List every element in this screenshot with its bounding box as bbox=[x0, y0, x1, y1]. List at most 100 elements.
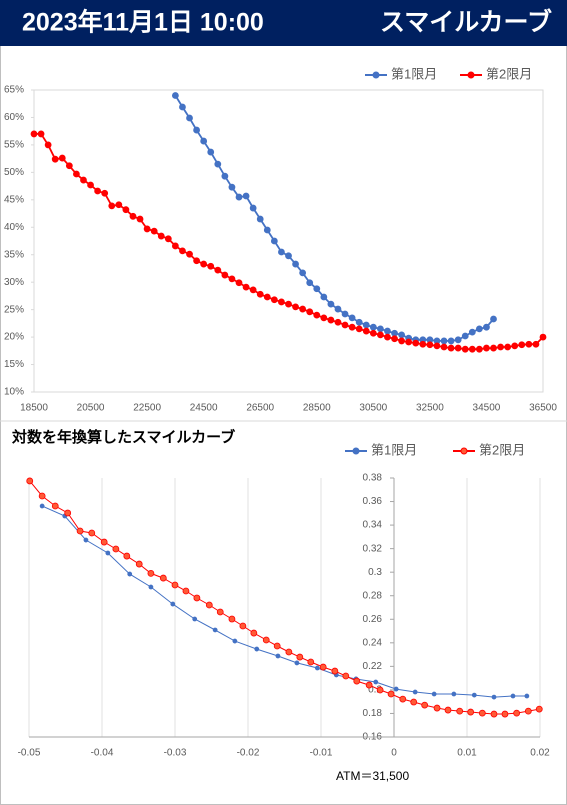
marker bbox=[294, 660, 300, 666]
marker bbox=[320, 314, 328, 322]
marker bbox=[179, 247, 186, 255]
legend-marker bbox=[460, 447, 468, 455]
marker bbox=[362, 321, 370, 329]
marker bbox=[307, 658, 315, 666]
marker bbox=[83, 537, 89, 543]
marker bbox=[270, 237, 278, 245]
marker bbox=[122, 206, 130, 214]
marker bbox=[369, 329, 377, 337]
marker bbox=[524, 693, 530, 699]
marker bbox=[150, 227, 158, 235]
marker bbox=[313, 311, 321, 319]
marker bbox=[320, 293, 328, 301]
marker bbox=[221, 271, 229, 279]
marker bbox=[242, 283, 250, 291]
marker bbox=[391, 335, 398, 343]
marker bbox=[193, 257, 200, 265]
x-tick-label: 18500 bbox=[20, 403, 48, 414]
marker bbox=[342, 672, 350, 680]
marker bbox=[186, 250, 193, 258]
x-tick-label: 34500 bbox=[473, 403, 501, 414]
marker bbox=[214, 266, 222, 274]
marker bbox=[433, 342, 441, 350]
y-tick-label: 25% bbox=[4, 304, 24, 315]
marker bbox=[331, 667, 339, 675]
marker bbox=[64, 509, 72, 517]
header-date: 2023年11月1日 10:00 bbox=[22, 8, 264, 37]
marker bbox=[511, 342, 519, 350]
x-tick-label: -0.04 bbox=[91, 748, 114, 759]
y-tick-label: 0.34 bbox=[363, 520, 383, 531]
marker bbox=[299, 305, 307, 313]
marker bbox=[454, 344, 462, 352]
marker bbox=[216, 608, 224, 616]
legend-marker bbox=[352, 447, 360, 455]
x-tick-label: 0.02 bbox=[530, 748, 550, 759]
y-tick-label: 40% bbox=[4, 222, 24, 233]
marker bbox=[228, 615, 236, 623]
y-tick-label: 0.36 bbox=[363, 496, 383, 507]
marker bbox=[182, 587, 190, 595]
marker bbox=[433, 704, 441, 712]
x-tick-label: 36500 bbox=[529, 403, 557, 414]
marker bbox=[313, 285, 321, 293]
marker bbox=[491, 694, 497, 700]
y-tick-label: 50% bbox=[4, 167, 24, 178]
series-line bbox=[174, 95, 495, 342]
marker bbox=[39, 503, 45, 509]
marker bbox=[341, 321, 349, 329]
marker bbox=[369, 323, 377, 331]
marker bbox=[398, 331, 406, 339]
marker bbox=[44, 141, 52, 149]
marker bbox=[539, 333, 547, 341]
marker bbox=[164, 235, 172, 243]
y-tick-label: 0.24 bbox=[363, 637, 383, 648]
y-tick-label: 0.3 bbox=[368, 567, 382, 578]
marker bbox=[65, 162, 73, 170]
marker bbox=[221, 172, 229, 180]
marker bbox=[483, 344, 490, 352]
marker bbox=[478, 709, 486, 717]
x-tick-label: 32500 bbox=[416, 403, 444, 414]
marker bbox=[306, 308, 314, 316]
marker bbox=[447, 344, 455, 352]
y-tick-label: 0.18 bbox=[363, 708, 383, 719]
chart-title: 対数を年換算したスマイルカーブ bbox=[11, 428, 235, 446]
marker bbox=[327, 300, 335, 308]
marker bbox=[249, 286, 257, 294]
marker bbox=[410, 698, 418, 706]
marker bbox=[483, 323, 490, 331]
x-tick-label: 20500 bbox=[77, 403, 105, 414]
marker bbox=[105, 550, 111, 556]
marker bbox=[440, 343, 448, 351]
marker bbox=[200, 260, 208, 268]
y-tick-label: 0.28 bbox=[363, 590, 383, 601]
marker bbox=[348, 314, 356, 322]
marker bbox=[26, 477, 34, 485]
marker bbox=[387, 690, 395, 698]
marker bbox=[207, 148, 215, 156]
marker bbox=[525, 340, 533, 348]
x-tick-label: 26500 bbox=[246, 403, 274, 414]
marker bbox=[510, 693, 516, 699]
marker bbox=[212, 627, 218, 633]
marker bbox=[129, 212, 137, 220]
marker bbox=[193, 126, 200, 134]
marker bbox=[504, 343, 512, 351]
x-tick-label: 28500 bbox=[303, 403, 331, 414]
marker bbox=[440, 337, 448, 345]
marker bbox=[192, 616, 198, 622]
marker bbox=[355, 325, 363, 333]
marker bbox=[377, 331, 384, 339]
marker bbox=[186, 114, 193, 122]
y-tick-label: 0.26 bbox=[363, 614, 383, 625]
marker bbox=[299, 269, 307, 277]
marker bbox=[454, 336, 462, 344]
marker bbox=[249, 204, 257, 212]
marker bbox=[468, 328, 476, 336]
marker bbox=[51, 155, 59, 163]
y-tick-label: 55% bbox=[4, 140, 24, 151]
marker bbox=[532, 340, 540, 348]
y-tick-label: 30% bbox=[4, 277, 24, 288]
